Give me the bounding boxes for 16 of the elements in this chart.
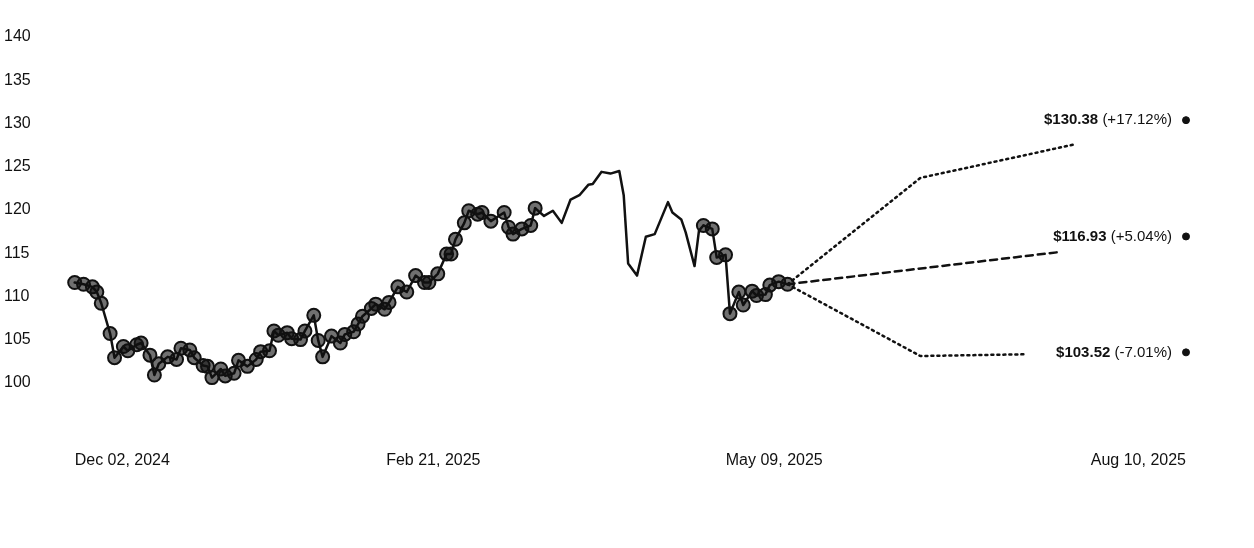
- y-tick-label: 140: [4, 27, 31, 45]
- y-tick-label: 115: [4, 243, 30, 261]
- data-label: $103.52 (-7.01%): [1056, 342, 1172, 360]
- y-tick-label: 100: [4, 373, 31, 391]
- x-tick-label: Dec 02, 2024: [74, 450, 170, 468]
- data-label: $116.93 (+5.04%): [1053, 226, 1172, 244]
- y-tick-label: 135: [4, 70, 31, 88]
- y-tick-label: 105: [4, 329, 31, 347]
- y-tick-label: 110: [4, 286, 30, 304]
- y-tick-label: 125: [4, 157, 31, 175]
- y-tick-label: 130: [4, 113, 31, 131]
- x-tick-label: Feb 21, 2025: [386, 450, 481, 468]
- x-tick-label: Aug 10, 2025: [1090, 450, 1187, 468]
- data-label: $130.38 (+17.12%): [1043, 110, 1173, 128]
- y-tick-label: 120: [4, 200, 31, 218]
- x-tick-label: May 09, 2025: [725, 450, 823, 468]
